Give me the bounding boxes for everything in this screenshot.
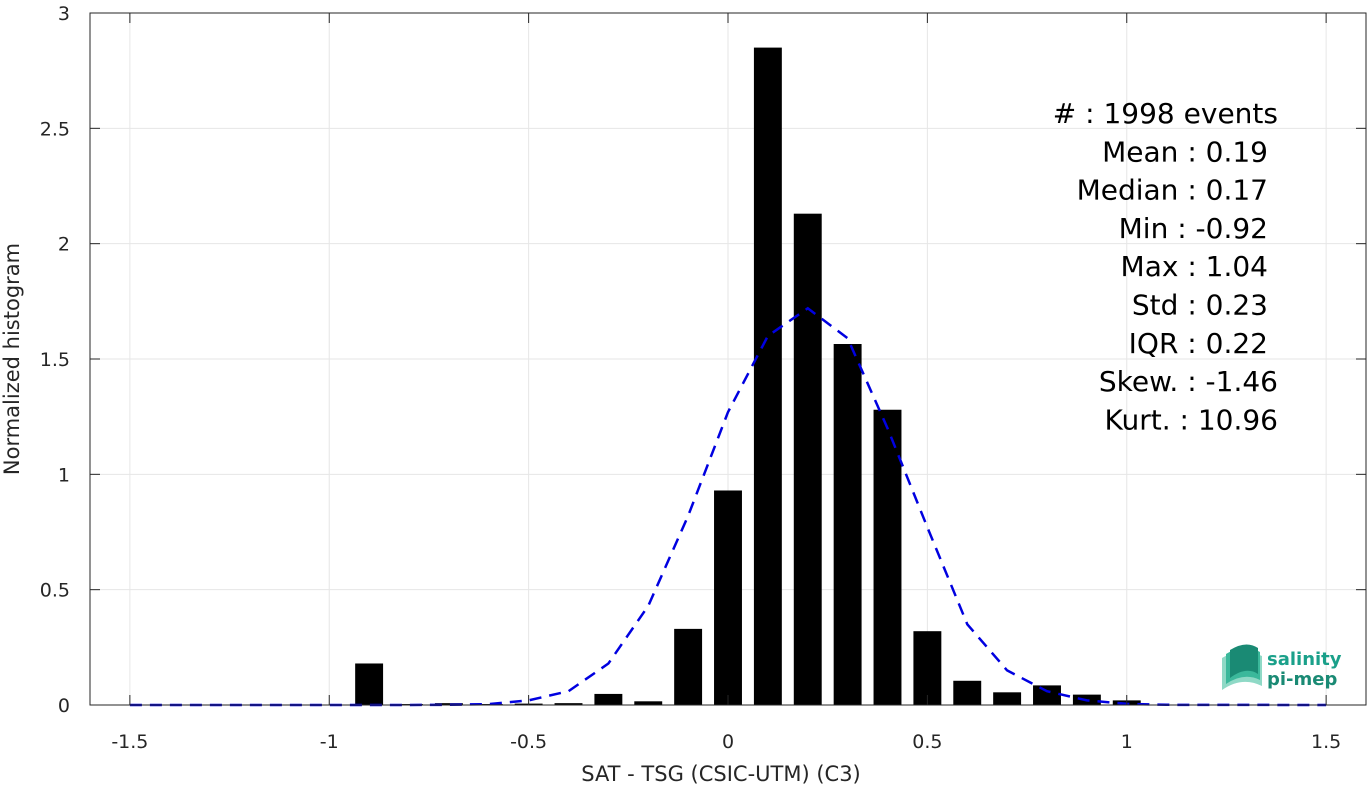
stat-line-3: Min : -0.92 — [1119, 212, 1268, 245]
histogram-bar-6 — [594, 693, 623, 705]
logo-text-line2: pi-mep — [1267, 669, 1337, 690]
stat-line-8: Kurt. : 10.96 — [1105, 403, 1279, 436]
fit-curve-group — [129, 306, 1327, 707]
y-axis-label: Normalized histogram — [0, 243, 24, 475]
y-tick-label-3: 1.5 — [40, 349, 70, 371]
x-tick-label-2: -0.5 — [510, 731, 547, 753]
histogram-bar-17 — [1033, 685, 1061, 705]
y-tick-label-5: 2.5 — [40, 118, 70, 140]
x-tick-label-0: -1.5 — [111, 731, 148, 753]
histogram-bar-14 — [913, 631, 942, 705]
stat-line-6: IQR : 0.22 — [1129, 327, 1268, 360]
gaussian-fit-curve — [129, 306, 1327, 707]
histogram-bar-15 — [953, 680, 982, 705]
x-tick-label-4: 0.5 — [912, 731, 942, 753]
y-tick-label-1: 0.5 — [40, 580, 70, 602]
logo-text-line1: salinity — [1267, 649, 1342, 670]
statistics-box: # : 1998 events Mean : 0.19 Median : 0.17 M… — [1053, 97, 1278, 436]
histogram-bar-12 — [833, 344, 862, 705]
histogram-bar-9 — [714, 490, 742, 705]
salinity-pi-mep-logo: salinity pi-mep — [1222, 644, 1342, 690]
stat-line-4: Max : 1.04 — [1121, 250, 1268, 283]
stat-line-7: Skew. : -1.46 — [1099, 365, 1278, 398]
y-tick-label-4: 2 — [58, 234, 70, 256]
y-tick-label-6: 3 — [58, 3, 70, 25]
histogram-bar-0 — [355, 663, 384, 705]
stat-line-0: # : 1998 events — [1053, 97, 1278, 130]
y-tick-label-2: 1 — [58, 464, 70, 486]
x-axis-label: SAT - TSG (CSIC-UTM) (C3) — [581, 762, 861, 785]
histogram-bar-11 — [793, 213, 822, 705]
stat-line-1: Mean : 0.19 — [1102, 135, 1268, 168]
histogram-bar-16 — [993, 692, 1022, 705]
histogram-bar-5 — [554, 703, 583, 705]
stat-line-5: Std : 0.23 — [1132, 289, 1268, 322]
logo-icon — [1222, 644, 1262, 690]
y-tick-label-0: 0 — [58, 695, 70, 717]
histogram-bar-13 — [873, 409, 902, 705]
histogram-bar-2 — [434, 703, 463, 705]
x-tick-label-6: 1.5 — [1311, 731, 1341, 753]
histogram-bar-8 — [674, 628, 703, 705]
x-tick-label-3: 0 — [722, 731, 734, 753]
x-tick-label-5: 1 — [1121, 731, 1133, 753]
x-axis-ticks: -1.5 -1 -0.5 0 0.5 1 1.5 — [111, 13, 1341, 753]
histogram-bar-7 — [634, 701, 663, 705]
histogram-bar-10 — [753, 47, 782, 706]
y-axis-ticks: 0 0.5 1 1.5 2 2.5 3 — [40, 3, 1366, 717]
x-tick-label-1: -1 — [320, 731, 339, 753]
stat-line-2: Median : 0.17 — [1077, 174, 1268, 207]
